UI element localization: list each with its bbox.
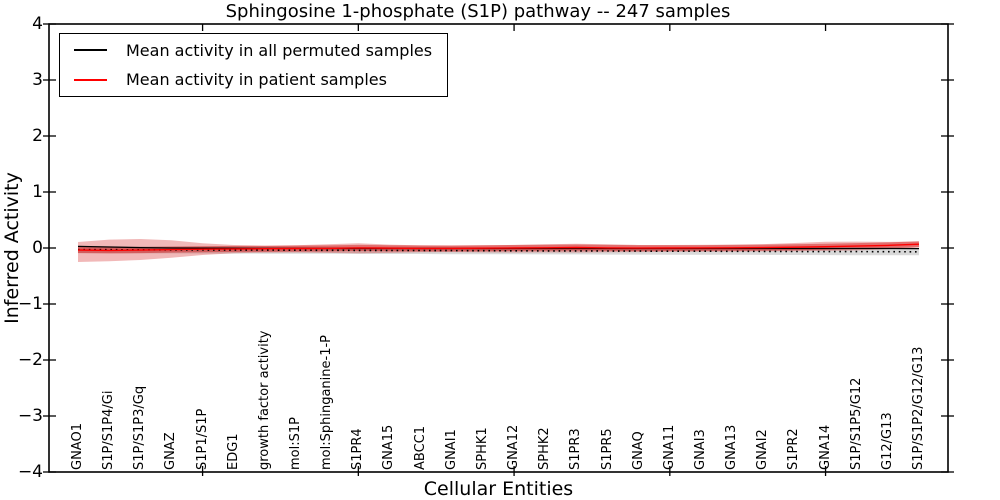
x-category-label: GNAI1 [443,429,459,470]
x-category-label: G12/G13 [879,412,895,470]
y-tick-label: −2 [17,350,43,370]
y-tick-label: −4 [17,462,43,482]
legend-entry-permuted: Mean activity in all permuted samples [74,37,447,63]
x-category-label: GNA14 [817,424,833,470]
plot-frame [48,23,949,473]
y-tick-label: −1 [17,294,43,314]
legend-label-permuted: Mean activity in all permuted samples [126,40,433,60]
chart-title: Sphingosine 1-phosphate (S1P) pathway --… [225,1,731,22]
patient-band [78,239,919,262]
x-category-label: GNAI2 [755,429,771,470]
x-category-label: S1PR2 [786,428,802,470]
x-category-label: S1PR4 [350,428,366,470]
x-category-label: mol:Sphinganine-1-P [319,334,335,470]
legend-line-patient-icon [74,78,107,81]
y-tick-label: −3 [17,406,43,426]
legend-entry-patient: Mean activity in patient samples [74,67,447,93]
x-category-label: GNAZ [163,432,179,470]
legend-line-permuted-icon [74,49,107,52]
y-tick-label: 3 [32,70,43,90]
x-category-label: S1P/S1P2/G12/G13 [911,346,926,470]
x-category-label: GNAI3 [692,429,708,470]
y-tick-label: 2 [32,126,43,146]
patient-mean-line [77,243,920,252]
x-category-label: S1PR5 [599,428,615,470]
x-category-label: SPHK2 [537,427,553,470]
x-category-label: S1P/S1P5/G12 [848,377,864,470]
x-category-label: GNA13 [724,424,740,470]
x-category-label: GNA15 [381,424,397,470]
y-tick-label: 0 [32,238,43,258]
x-category-label: GNA11 [661,424,677,470]
x-category-label: S1P1/S1P [194,408,210,470]
x-category-label: GNA12 [506,424,522,470]
x-category-label: GNAQ [630,431,646,470]
x-category-label: S1P/S1P4/Gi [101,390,117,470]
x-category-label: SPHK1 [474,427,490,470]
x-category-label: growth factor activity [256,330,272,470]
x-category-label: S1PR3 [568,428,584,470]
x-category-label: mol:S1P [288,417,304,470]
y-tick-label: 1 [32,182,43,202]
x-category-label: ABCC1 [412,425,428,470]
x-axis-label: Cellular Entities [423,478,574,500]
y-tick-label: 4 [32,14,43,34]
x-category-label: GNAO1 [70,423,85,470]
x-category-label: EDG1 [225,433,241,470]
x-category-label: S1P/S1P3/Gq [132,385,148,470]
legend: Mean activity in all permuted samples Me… [59,33,448,97]
legend-label-patient: Mean activity in patient samples [126,70,387,90]
